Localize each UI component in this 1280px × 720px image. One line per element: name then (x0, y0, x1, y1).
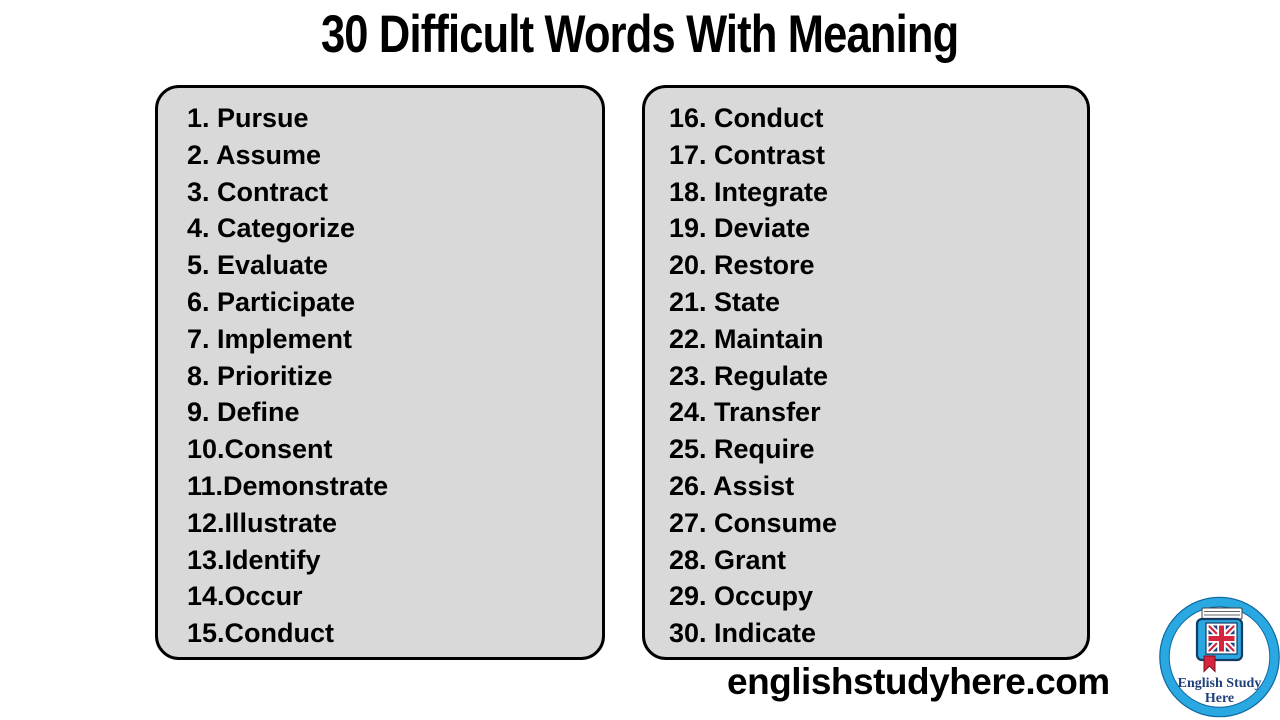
list-item: 9. Define (187, 397, 300, 428)
list-item: 28. Grant (669, 544, 787, 575)
bookmark-ribbon-icon (1203, 655, 1216, 673)
list-item: 23. Regulate (669, 360, 829, 391)
logo-text-line2: Here (1205, 691, 1234, 706)
logo-badge-icon: English Study Here (1159, 596, 1280, 718)
logo-text-line1: English Study (1178, 676, 1262, 691)
list-item: 18. Integrate (669, 176, 829, 207)
list-item: 19. Deviate (669, 213, 811, 244)
list-item: 25. Require (669, 434, 815, 465)
list-item: 4. Categorize (187, 213, 356, 244)
list-item: 6. Participate (187, 286, 356, 317)
list-item: 7. Implement (187, 323, 353, 354)
list-item: 1. Pursue (187, 103, 309, 133)
list-item: 12.Illustrate (187, 507, 338, 538)
list-item: 22. Maintain (669, 323, 824, 354)
list-item: 17. Contrast (669, 139, 826, 170)
union-jack-icon (1208, 625, 1235, 652)
english-study-here-logo: English Study Here (1159, 595, 1280, 719)
list-item: 14.Occur (187, 581, 303, 612)
list-item: 16. Conduct (669, 103, 824, 133)
list-item: 8. Prioritize (187, 360, 333, 391)
list-item: 11.Demonstrate (187, 470, 389, 501)
list-item: 3. Contract (187, 176, 329, 207)
list-item: 15.Conduct (187, 618, 335, 649)
page-title-text: 30 Difficult Words With Meaning (321, 5, 959, 64)
book-pages-icon (1201, 607, 1243, 620)
word-list-left-panel: 1. Pursue 2. Assume 3. Contract 4. Categori… (155, 85, 605, 660)
list-item: 13.Identify (187, 544, 321, 575)
list-item: 2. Assume (187, 139, 322, 170)
list-item: 27. Consume (669, 507, 838, 538)
website-text: englishstudyhere.com (727, 661, 1110, 702)
list-item: 5. Evaluate (187, 250, 329, 281)
list-item: 10.Consent (187, 434, 333, 465)
word-list-right-panel: 16. Conduct 17. Contrast 18. Integrate 19. … (642, 85, 1090, 660)
list-item: 24. Transfer (669, 397, 821, 428)
page-title: 30 Difficult Words With Meaning (0, 4, 1280, 65)
logo-ring-outer-outline (1159, 596, 1280, 718)
list-item: 20. Restore (669, 250, 815, 281)
list-item: 26. Assist (669, 470, 795, 501)
logo-ring-inner-outline (1168, 606, 1271, 708)
list-item: 29. Occupy (669, 581, 814, 612)
list-item: 30. Indicate (669, 618, 817, 649)
list-item: 21. State (669, 286, 781, 317)
